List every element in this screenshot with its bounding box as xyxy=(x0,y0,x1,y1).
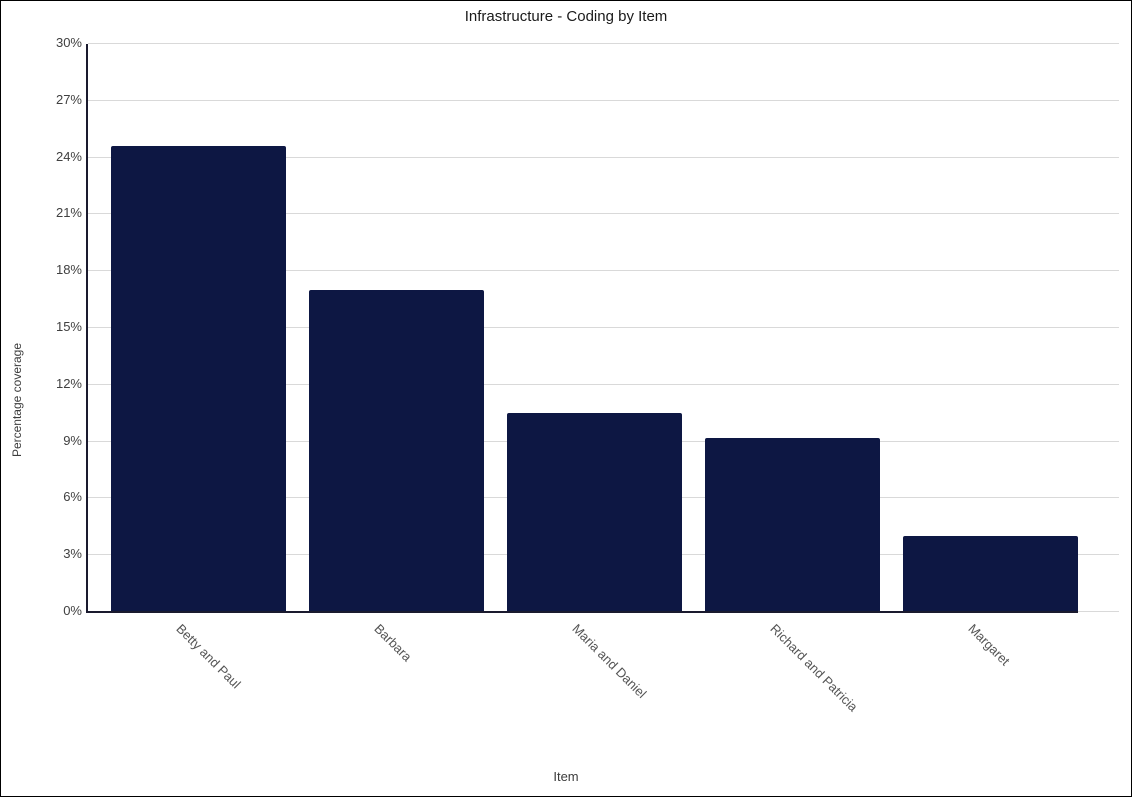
x-tick-label-betty-and-paul: Betty and Paul xyxy=(172,621,244,692)
y-tick-label: 12% xyxy=(55,375,82,391)
x-tick-label-barbara: Barbara xyxy=(370,621,415,665)
bar-maria-and-daniel xyxy=(507,413,682,612)
chart-title: Infrastructure - Coding by Item xyxy=(464,8,668,25)
y-tick-label: 3% xyxy=(63,546,82,562)
y-axis-title: Percentage coverage xyxy=(10,342,24,458)
gridline-27pct xyxy=(88,99,1119,101)
gridline-30pct xyxy=(88,43,1119,44)
bar-barbara xyxy=(309,290,484,612)
y-tick-label: 21% xyxy=(55,205,82,221)
y-axis-line xyxy=(86,44,88,613)
gridline-12pct xyxy=(88,383,1119,385)
gridline-24pct xyxy=(88,156,1119,158)
gridline-21pct xyxy=(88,213,1119,215)
x-axis-line xyxy=(88,611,1078,613)
y-tick-label: 9% xyxy=(63,432,82,448)
x-tick-label-margaret: Margaret xyxy=(964,621,1013,669)
gridline-18pct xyxy=(88,270,1119,272)
x-tick-label-richard-and-patricia: Richard and Patricia xyxy=(766,621,861,715)
bar-margaret xyxy=(903,536,1078,612)
y-tick-label: 27% xyxy=(55,91,82,107)
y-tick-label: 15% xyxy=(55,319,82,334)
x-axis-title: Item xyxy=(553,769,579,784)
gridline-15pct xyxy=(88,327,1119,328)
bar-betty-and-paul xyxy=(111,146,286,612)
y-tick-label: 18% xyxy=(55,262,82,278)
y-tick-label: 24% xyxy=(55,148,82,164)
x-tick-label-maria-and-daniel: Maria and Daniel xyxy=(568,621,649,702)
bar-richard-and-patricia xyxy=(705,437,880,612)
y-tick-label: 30% xyxy=(55,35,82,50)
y-tick-label: 6% xyxy=(63,489,82,505)
y-tick-label: 0% xyxy=(63,603,82,618)
